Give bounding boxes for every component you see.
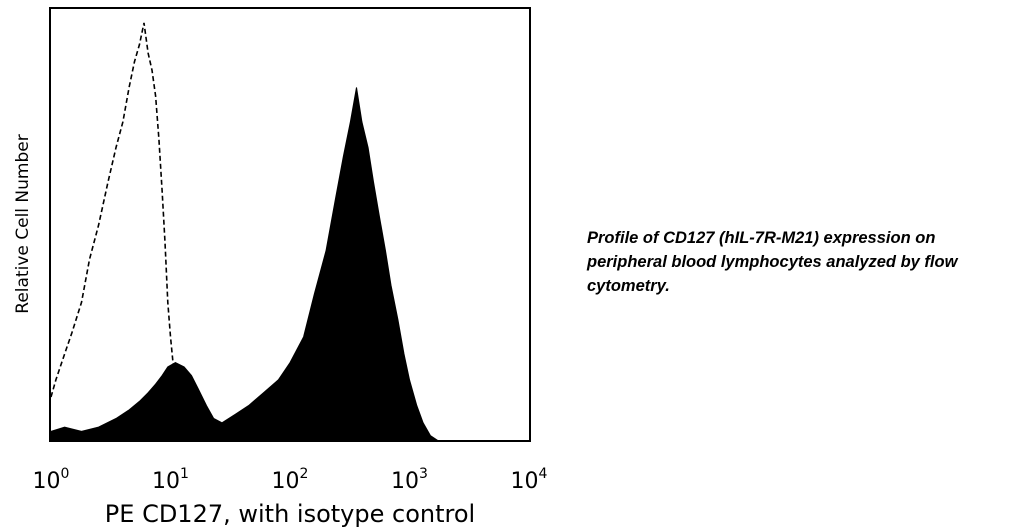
x-tick-label: 100: [33, 466, 70, 494]
plot-frame: [49, 7, 531, 442]
x-tick-base: 10: [391, 469, 419, 494]
x-tick-base: 10: [511, 469, 539, 494]
y-axis-title: Relative Cell Number: [13, 134, 33, 313]
cd127-histogram: [50, 87, 439, 441]
x-tick-label: 102: [272, 466, 309, 494]
x-tick-exponent: 3: [419, 466, 428, 482]
x-tick-exponent: 4: [539, 466, 548, 482]
x-tick-exponent: 0: [61, 466, 70, 482]
plot-area: [49, 7, 531, 442]
x-tick-label: 104: [511, 466, 548, 494]
x-axis-title: PE CD127, with isotype control: [105, 500, 475, 528]
x-tick-base: 10: [272, 469, 300, 494]
x-tick-base: 10: [152, 469, 180, 494]
x-tick-exponent: 1: [180, 466, 189, 482]
x-tick-base: 10: [33, 469, 61, 494]
figure-caption: Profile of CD127 (hIL-7R-M21) expression…: [587, 229, 958, 295]
isotype-control-histogram: [50, 22, 181, 441]
x-tick-label: 103: [391, 466, 428, 494]
series-layer: [50, 22, 439, 441]
x-tick-exponent: 2: [300, 466, 309, 482]
x-tick-labels: 100 101 102 103 104: [33, 466, 548, 494]
x-tick-label: 101: [152, 466, 189, 494]
